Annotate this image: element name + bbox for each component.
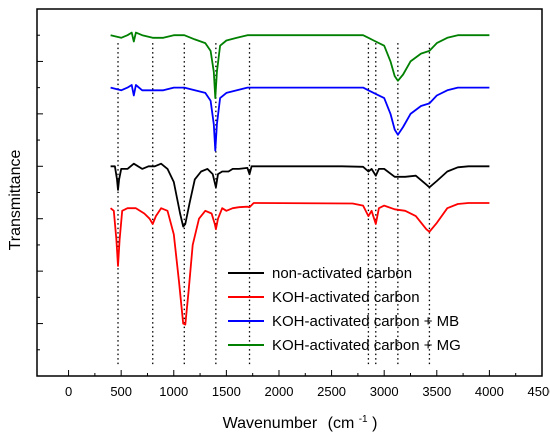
x-tick-label-1: 500 [110, 384, 132, 399]
legend-label-1: KOH-activated carbon [272, 289, 420, 306]
series-line-3 [110, 31, 490, 99]
y-axis-ticks [37, 8, 43, 351]
x-tick-label-4: 2000 [265, 384, 294, 399]
x-tick-label-9: 4500 [528, 384, 550, 399]
x-axis-title-unit-sup: -1 [359, 414, 368, 425]
legend-label-0: non-activated carbon [272, 265, 412, 282]
x-axis-title-unit: (cm [328, 415, 355, 432]
series-line-0 [110, 162, 490, 228]
legend: non-activated carbon KOH-activated carbo… [228, 265, 461, 354]
series-layer [110, 31, 490, 326]
x-tick-label-8: 4000 [475, 384, 504, 399]
x-axis-title-unit-close: ) [372, 415, 377, 432]
legend-label-2: KOH-activated carbon + MB [272, 313, 459, 330]
y-axis-title: Transmittance [7, 150, 24, 251]
x-axis-title-main: Wavenumber [223, 415, 318, 432]
x-tick-label-7: 3500 [422, 384, 451, 399]
x-tick-label-2: 1000 [159, 384, 188, 399]
legend-label-3: KOH-activated carbon + MG [272, 337, 461, 354]
series-line-2 [110, 84, 490, 152]
x-axis-ticks: 0 500 1000 1500 2000 2500 3000 3500 4000 4500 [65, 370, 550, 399]
x-axis-title: Wavenumber (cm -1 ) [223, 409, 378, 432]
x-tick-label-3: 1500 [212, 384, 241, 399]
x-tick-label-5: 2500 [317, 384, 346, 399]
x-tick-label-6: 3000 [370, 384, 399, 399]
x-tick-label-0: 0 [65, 384, 72, 399]
series-line-1 [110, 202, 490, 326]
